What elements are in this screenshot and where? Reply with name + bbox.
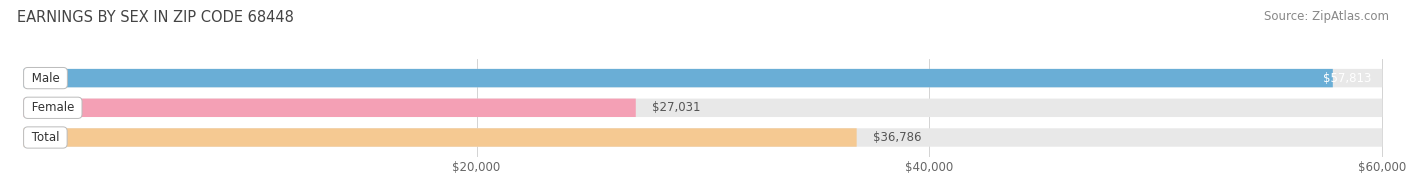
Text: $57,813: $57,813 bbox=[1323, 72, 1371, 85]
Text: $27,031: $27,031 bbox=[652, 101, 700, 114]
Text: EARNINGS BY SEX IN ZIP CODE 68448: EARNINGS BY SEX IN ZIP CODE 68448 bbox=[17, 10, 294, 25]
FancyBboxPatch shape bbox=[24, 69, 1382, 87]
FancyBboxPatch shape bbox=[24, 99, 636, 117]
Text: Male: Male bbox=[28, 72, 63, 85]
FancyBboxPatch shape bbox=[24, 128, 856, 147]
Text: $36,786: $36,786 bbox=[873, 131, 921, 144]
FancyBboxPatch shape bbox=[24, 69, 1333, 87]
Text: Source: ZipAtlas.com: Source: ZipAtlas.com bbox=[1264, 10, 1389, 23]
Text: Female: Female bbox=[28, 101, 77, 114]
FancyBboxPatch shape bbox=[24, 128, 1382, 147]
FancyBboxPatch shape bbox=[24, 99, 1382, 117]
Text: Total: Total bbox=[28, 131, 63, 144]
